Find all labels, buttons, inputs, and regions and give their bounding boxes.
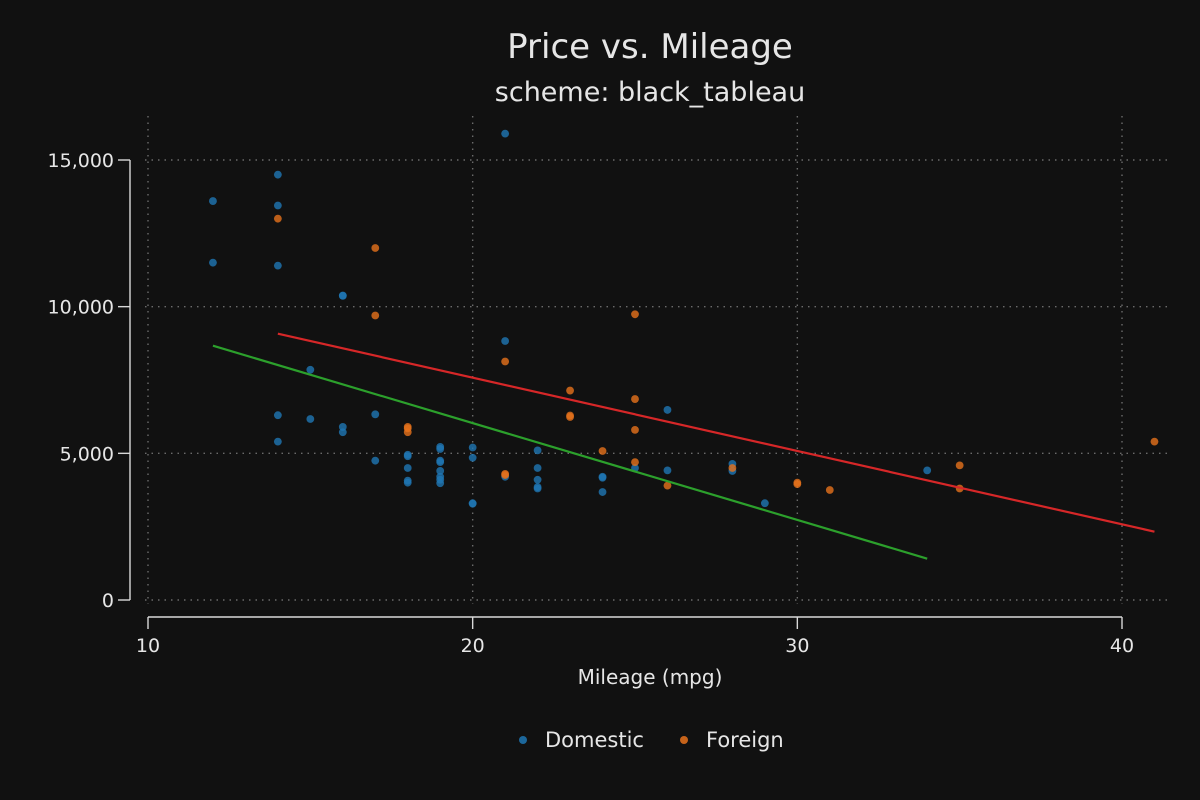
axes: 0 5,000 10,000 15,000 10 20 30 40 [48, 150, 1135, 657]
fit-lines [212, 332, 1155, 560]
foreign-point [631, 395, 639, 403]
grid [145, 116, 1170, 604]
foreign-point [631, 425, 639, 434]
domestic-point [436, 479, 445, 488]
domestic-point [760, 499, 769, 508]
chart-subtitle: scheme: black_tableau [495, 77, 805, 108]
legend-label-domestic: Domestic [545, 728, 644, 752]
x-tick-label: 40 [1110, 635, 1134, 657]
foreign-fit-line [277, 332, 1155, 533]
domestic-point [533, 464, 542, 472]
foreign-point [955, 461, 964, 470]
domestic-point [533, 484, 542, 493]
domestic-point [338, 291, 347, 300]
domestic-point [273, 437, 282, 446]
domestic-point [923, 466, 932, 475]
y-tick-label: 5,000 [60, 443, 114, 465]
domestic-fit-line [212, 344, 928, 560]
y-tick-label: 10,000 [48, 297, 114, 319]
foreign-point [501, 357, 510, 366]
chart-title: Price vs. Mileage [507, 27, 793, 67]
domestic-point [209, 197, 217, 205]
domestic-point [533, 446, 542, 455]
domestic-point [403, 464, 412, 472]
domestic-point [371, 410, 380, 419]
foreign-point [403, 428, 412, 437]
foreign-point [566, 386, 574, 395]
domestic-point [436, 467, 445, 475]
domestic-point [533, 475, 542, 484]
domestic-point [306, 365, 315, 374]
domestic-point [338, 428, 347, 437]
domestic-point [501, 129, 510, 138]
foreign-point [825, 486, 834, 494]
legend-marker-domestic [519, 736, 527, 744]
domestic-point [663, 406, 672, 414]
domestic-point [436, 445, 445, 453]
legend-marker-foreign [680, 736, 688, 744]
foreign-point [371, 244, 380, 252]
foreign-point [273, 214, 282, 223]
domestic-point [598, 473, 607, 482]
legend-label-foreign: Foreign [706, 728, 784, 752]
foreign-point [501, 471, 510, 479]
domestic-point [436, 458, 445, 467]
x-axis-title: Mileage (mpg) [578, 665, 723, 689]
domestic-point [306, 415, 315, 423]
domestic-point [663, 466, 672, 475]
scatter-points [209, 129, 1159, 508]
domestic-point [468, 453, 477, 462]
foreign-point [566, 413, 574, 421]
domestic-point [273, 170, 282, 179]
domestic-point [403, 452, 412, 461]
legend: Domestic Foreign [519, 728, 784, 752]
domestic-point [273, 411, 282, 420]
x-tick-label: 10 [136, 635, 160, 657]
domestic-point [598, 488, 607, 496]
domestic-point [468, 499, 477, 508]
y-tick-label: 15,000 [48, 150, 114, 172]
domestic-point [501, 337, 510, 345]
domestic-point [468, 443, 477, 452]
domestic-point [403, 478, 412, 487]
domestic-point [273, 261, 282, 270]
foreign-point [631, 458, 639, 467]
foreign-point [728, 464, 737, 472]
domestic-point [371, 456, 380, 465]
domestic-point [209, 258, 217, 267]
foreign-point [663, 481, 672, 490]
foreign-point [598, 447, 607, 455]
y-tick-label: 0 [102, 590, 114, 612]
foreign-point [631, 310, 639, 319]
x-tick-label: 30 [785, 635, 809, 657]
foreign-point [793, 480, 802, 489]
domestic-point [273, 201, 282, 210]
foreign-point [371, 311, 380, 320]
foreign-point [1150, 437, 1159, 446]
x-tick-label: 20 [461, 635, 485, 657]
